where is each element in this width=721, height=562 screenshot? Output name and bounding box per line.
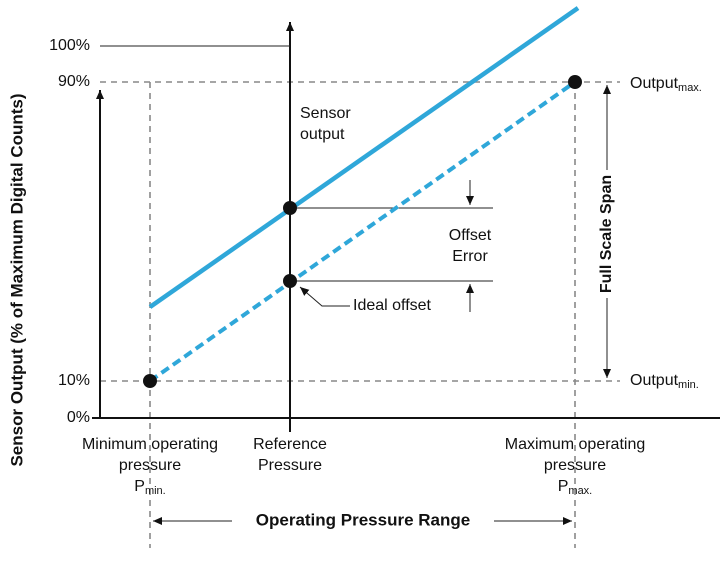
point — [568, 75, 582, 89]
point — [283, 201, 297, 215]
sensor-output-label: output — [300, 126, 345, 143]
symbol-sub: max. — [568, 485, 592, 497]
x-label: Pmin. — [134, 478, 165, 497]
offset-error-label: Offset — [449, 227, 492, 244]
output-text: Output — [630, 372, 679, 389]
x-label: Reference — [253, 436, 327, 453]
y-axis-title: Sensor Output (% of Maximum Digital Coun… — [7, 93, 26, 466]
x-label: Maximum operating — [505, 436, 646, 453]
x-label: Pmax. — [558, 478, 593, 497]
symbol-sub: min. — [145, 485, 166, 497]
output-sub: max. — [678, 82, 702, 94]
full-scale-span-label: Full Scale Span — [598, 175, 615, 293]
sensor-line — [148, 6, 580, 309]
tick-label: 90% — [58, 73, 90, 90]
sensor-output-label: Sensor — [300, 105, 351, 122]
ideal-offset-label: Ideal offset — [353, 297, 432, 314]
ideal-offset-leader — [299, 286, 350, 307]
x-label: pressure — [544, 457, 606, 474]
ideal-line — [148, 80, 577, 383]
range-label: Operating Pressure Range — [256, 510, 470, 529]
tick-label: 100% — [49, 37, 90, 54]
x-label: Minimum operating — [82, 436, 218, 453]
symbol: P — [134, 478, 145, 495]
output-sub: min. — [678, 379, 699, 391]
output-max-label: Outputmax. — [630, 75, 702, 94]
output-min-label: Outputmin. — [630, 372, 699, 391]
point — [143, 374, 157, 388]
x-label: pressure — [119, 457, 181, 474]
symbol: P — [558, 478, 569, 495]
tick-label: 0% — [67, 409, 90, 426]
offset-error-label: Error — [452, 248, 488, 265]
tick-label: 10% — [58, 372, 90, 389]
output-text: Output — [630, 75, 679, 92]
point — [283, 274, 297, 288]
x-label: Pressure — [258, 457, 322, 474]
